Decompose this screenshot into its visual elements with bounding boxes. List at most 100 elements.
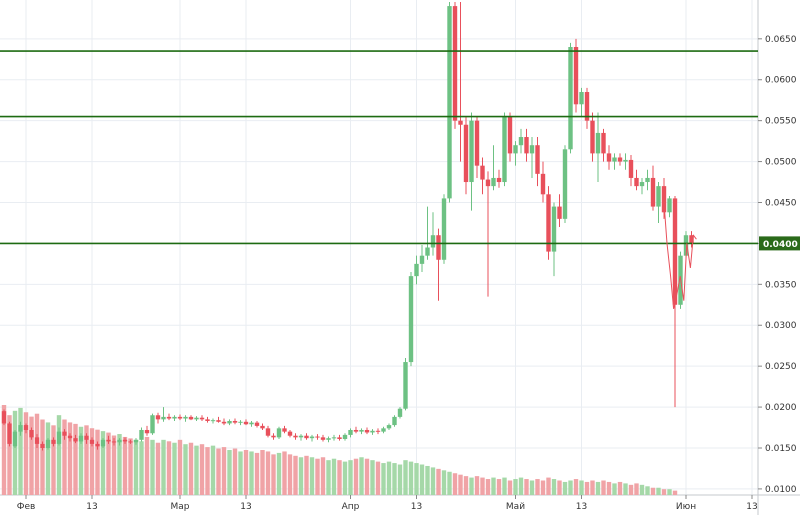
candle-body — [177, 416, 183, 419]
candle-body — [150, 415, 155, 434]
volume-bar — [557, 480, 562, 495]
volume-bar — [496, 479, 502, 495]
price-axis-label: 0.0650 — [765, 35, 797, 45]
candle-body — [320, 437, 326, 440]
time-axis-label: Мар — [171, 502, 190, 512]
volume-bar — [535, 479, 540, 495]
volume-bar — [392, 463, 397, 495]
volume-bar — [551, 479, 557, 495]
volume-bar — [397, 464, 403, 495]
volume-bar — [381, 463, 386, 495]
volume-bar — [183, 444, 188, 495]
volume-bar — [656, 487, 661, 495]
candle-body — [29, 429, 34, 438]
price-axis-label: 0.0300 — [765, 321, 797, 331]
candle-body — [375, 430, 381, 432]
candle-body — [524, 137, 529, 154]
volume-bar — [568, 480, 573, 495]
candle-body — [62, 431, 67, 436]
volume-bar — [540, 480, 546, 495]
candle-body — [529, 145, 535, 154]
candle-body — [458, 120, 463, 125]
volume-bar — [23, 412, 29, 495]
volume-bar — [386, 461, 392, 495]
volume-bar — [447, 471, 452, 495]
candle-body — [634, 177, 639, 187]
horizontal-levels[interactable] — [0, 50, 758, 245]
candle-body — [672, 198, 678, 305]
volume-bar — [265, 451, 271, 495]
volume-bar — [623, 483, 628, 495]
volume-bar — [304, 455, 309, 495]
candle-body — [287, 431, 293, 436]
candle-body — [243, 421, 249, 425]
volume-bar — [414, 463, 419, 495]
volume-bar — [144, 436, 150, 495]
volume-bar — [359, 457, 364, 495]
candle-body — [392, 416, 397, 426]
volume-bar — [7, 415, 12, 495]
volume-bar — [282, 451, 287, 495]
volume-bar — [232, 448, 238, 495]
volume-bar — [309, 457, 315, 495]
candle-body — [238, 421, 243, 423]
time-axis-label: 13 — [240, 502, 251, 512]
volume-bar — [595, 481, 601, 495]
volume-bar — [199, 444, 205, 495]
candle-body — [419, 255, 425, 264]
volume-bar — [546, 477, 551, 495]
candle-body — [111, 441, 117, 443]
volume-bar — [56, 415, 62, 495]
candle-body — [282, 428, 287, 432]
time-axis-label: Май — [506, 502, 525, 512]
candle-body — [414, 263, 419, 277]
candle-body — [513, 145, 518, 154]
current-price-tag-bg — [759, 236, 800, 251]
candle-body — [172, 416, 177, 419]
candle-body — [51, 439, 56, 444]
candle-body — [601, 132, 606, 154]
candle-body — [452, 6, 458, 121]
volume-bar — [139, 441, 144, 495]
candle-body — [254, 422, 260, 426]
candle-body — [216, 420, 221, 422]
volume-bar — [133, 439, 139, 495]
volume-bar — [320, 457, 326, 495]
candle-body — [507, 116, 513, 154]
candle-body — [271, 435, 276, 438]
current-price-tag: 0.0400 — [759, 236, 800, 251]
volume-bar — [337, 460, 342, 495]
time-axis[interactable]: Фев 13 Мар 13 Апр 13 Май 13 Июн 13 — [17, 495, 758, 512]
volume-bar — [45, 422, 51, 495]
volume-bar — [1, 405, 7, 495]
forecast-arrow-path — [663, 202, 694, 309]
candle-body — [623, 159, 628, 162]
volume-bar — [491, 477, 496, 495]
volume-bar — [40, 419, 45, 495]
volume-bar — [227, 450, 232, 495]
candle-body — [502, 116, 507, 183]
candle-body — [579, 92, 584, 105]
candle-body — [408, 276, 414, 363]
candle-body — [359, 429, 364, 432]
candle-body — [40, 443, 45, 448]
candle-body — [397, 408, 403, 417]
volume-bar — [573, 479, 579, 495]
candle-body — [491, 177, 496, 187]
candle-body — [276, 428, 282, 438]
price-axis[interactable]: 0.0650 0.0600 0.0550 0.0500 0.0450 0.0400 0.03… — [758, 35, 797, 495]
candle-body — [645, 177, 650, 183]
candle-body — [386, 425, 392, 429]
volume-bar — [634, 483, 639, 495]
candle-body — [584, 92, 590, 121]
candle-body — [535, 145, 540, 174]
volume-bar — [128, 438, 133, 495]
candle-body — [139, 429, 144, 440]
volume-bar — [84, 425, 89, 495]
candle-body — [84, 435, 89, 440]
volume-bar — [194, 445, 199, 495]
price-axis-label: 0.0250 — [765, 362, 797, 372]
volume-bar — [529, 480, 535, 495]
candle-body — [617, 157, 623, 162]
